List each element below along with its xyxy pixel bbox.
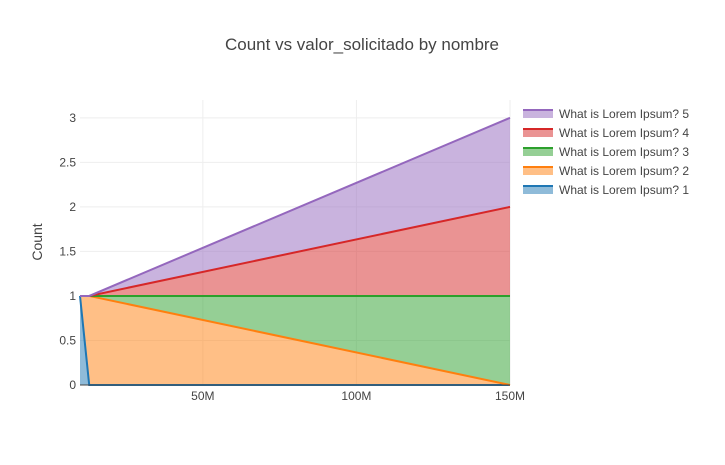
legend[interactable]: What is Lorem Ipsum? 5 What is Lorem Ipsu…	[523, 107, 689, 197]
legend-item[interactable]: What is Lorem Ipsum? 3	[523, 145, 689, 159]
x-tick-label: 100M	[341, 389, 371, 403]
x-tick-label: 150M	[495, 389, 525, 403]
legend-item[interactable]: What is Lorem Ipsum? 4	[523, 126, 689, 140]
y-tick-label: 0.5	[59, 333, 76, 347]
legend-swatch	[523, 186, 553, 194]
x-axis-ticks: 50M 100M 150M	[191, 389, 525, 403]
x-tick-label: 50M	[191, 389, 214, 403]
y-tick-label: 1	[69, 289, 76, 303]
chart-title: Count vs valor_solicitado by nombre	[225, 35, 499, 54]
y-axis-title: Count	[29, 223, 45, 260]
legend-swatch	[523, 129, 553, 137]
line-what-is-lorem-ipsum-5	[80, 116, 511, 297]
area-what-is-lorem-ipsum-5	[80, 117, 510, 296]
y-tick-label: 3	[69, 111, 76, 125]
y-tick-label: 1.5	[59, 244, 76, 258]
y-tick-label: 0	[69, 378, 76, 392]
legend-swatch	[523, 148, 553, 156]
legend-item[interactable]: What is Lorem Ipsum? 1	[523, 183, 689, 197]
legend-label: What is Lorem Ipsum? 3	[559, 145, 689, 159]
y-tick-label: 2	[69, 200, 76, 214]
legend-swatch	[523, 110, 553, 118]
area-what-is-lorem-ipsum-4	[80, 206, 510, 296]
y-axis-ticks: 0 0.5 1 1.5 2 2.5 3	[59, 111, 76, 392]
legend-label: What is Lorem Ipsum? 4	[559, 126, 689, 140]
area-what-is-lorem-ipsum-3	[80, 295, 510, 385]
y-tick-label: 2.5	[59, 155, 76, 169]
legend-label: What is Lorem Ipsum? 5	[559, 107, 689, 121]
legend-item[interactable]: What is Lorem Ipsum? 2	[523, 164, 689, 178]
legend-swatch	[523, 167, 553, 175]
legend-label: What is Lorem Ipsum? 1	[559, 183, 689, 197]
legend-item[interactable]: What is Lorem Ipsum? 5	[523, 107, 689, 121]
legend-label: What is Lorem Ipsum? 2	[559, 164, 689, 178]
